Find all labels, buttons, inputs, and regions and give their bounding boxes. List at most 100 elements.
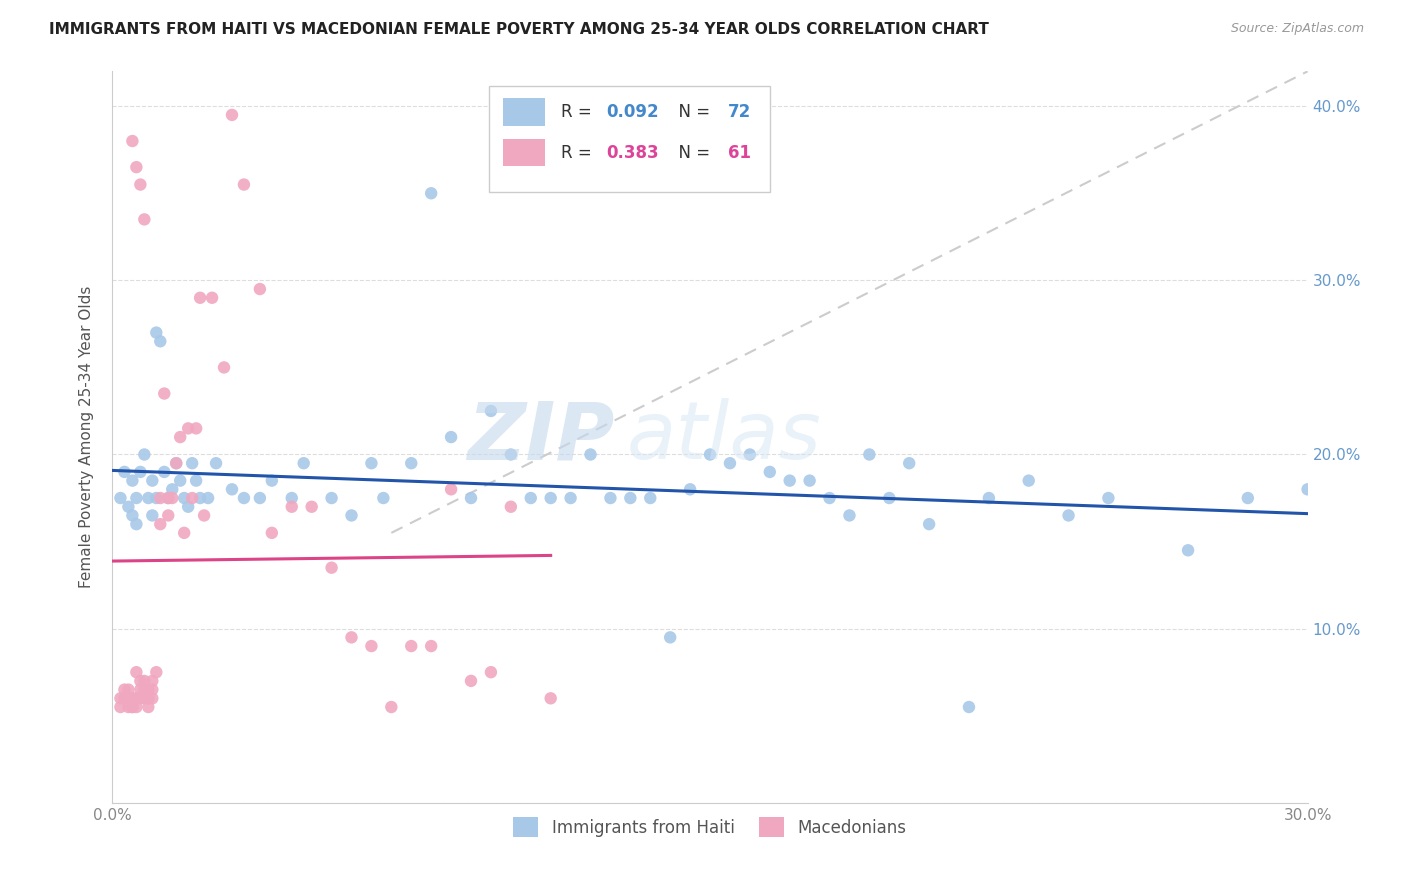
Point bbox=[145, 491, 167, 505]
Point bbox=[879, 491, 901, 505]
Point bbox=[110, 691, 132, 706]
Point bbox=[340, 631, 363, 645]
Point bbox=[281, 491, 304, 505]
Point bbox=[221, 483, 243, 497]
Point bbox=[699, 448, 721, 462]
Point bbox=[129, 178, 152, 192]
Point bbox=[440, 430, 463, 444]
Point bbox=[121, 700, 143, 714]
Point bbox=[373, 491, 395, 505]
Point bbox=[260, 474, 283, 488]
Point bbox=[138, 691, 160, 706]
Point bbox=[918, 517, 941, 532]
Point bbox=[145, 665, 167, 680]
Point bbox=[114, 465, 135, 479]
Point bbox=[640, 491, 662, 505]
Point bbox=[212, 360, 235, 375]
Point bbox=[121, 691, 143, 706]
Point bbox=[173, 491, 195, 505]
Point bbox=[114, 691, 135, 706]
Point bbox=[173, 525, 195, 540]
Point bbox=[121, 691, 143, 706]
Text: 0.092: 0.092 bbox=[606, 103, 658, 121]
Point bbox=[440, 483, 463, 497]
Point bbox=[460, 491, 482, 505]
Point bbox=[858, 448, 880, 462]
Point bbox=[125, 700, 148, 714]
Point bbox=[799, 474, 821, 488]
Point bbox=[380, 700, 402, 714]
Point bbox=[121, 134, 143, 148]
Point bbox=[321, 560, 343, 574]
Point bbox=[479, 404, 502, 418]
Point bbox=[157, 491, 180, 505]
Point bbox=[162, 491, 183, 505]
Point bbox=[1237, 491, 1260, 505]
Point bbox=[121, 474, 143, 488]
Text: 61: 61 bbox=[728, 144, 751, 161]
Point bbox=[619, 491, 641, 505]
Point bbox=[141, 508, 163, 523]
Point bbox=[1177, 543, 1199, 558]
Point bbox=[177, 421, 200, 435]
Point bbox=[301, 500, 323, 514]
Point bbox=[145, 326, 167, 340]
Point bbox=[540, 691, 562, 706]
Point bbox=[134, 691, 156, 706]
Point bbox=[153, 465, 176, 479]
Point bbox=[129, 691, 152, 706]
Text: N =: N = bbox=[668, 103, 716, 121]
Point bbox=[114, 682, 135, 697]
Point bbox=[110, 491, 132, 505]
Point bbox=[249, 491, 271, 505]
Text: N =: N = bbox=[668, 144, 716, 161]
Point bbox=[186, 474, 208, 488]
Point bbox=[260, 525, 283, 540]
Point bbox=[117, 691, 139, 706]
Point bbox=[599, 491, 621, 505]
Point bbox=[221, 108, 243, 122]
Point bbox=[129, 682, 152, 697]
Point bbox=[898, 456, 921, 470]
Text: 0.383: 0.383 bbox=[606, 144, 658, 161]
Point bbox=[499, 500, 522, 514]
Point bbox=[186, 421, 208, 435]
Text: Source: ZipAtlas.com: Source: ZipAtlas.com bbox=[1230, 22, 1364, 36]
Point bbox=[157, 508, 180, 523]
Point bbox=[157, 491, 180, 505]
Point bbox=[1057, 508, 1080, 523]
Point bbox=[138, 491, 160, 505]
Y-axis label: Female Poverty Among 25-34 Year Olds: Female Poverty Among 25-34 Year Olds bbox=[79, 286, 94, 588]
Point bbox=[193, 508, 215, 523]
Text: ZIP: ZIP bbox=[467, 398, 614, 476]
Point bbox=[360, 456, 382, 470]
Point bbox=[153, 386, 176, 401]
Point bbox=[177, 500, 200, 514]
Point bbox=[110, 700, 132, 714]
Text: IMMIGRANTS FROM HAITI VS MACEDONIAN FEMALE POVERTY AMONG 25-34 YEAR OLDS CORRELA: IMMIGRANTS FROM HAITI VS MACEDONIAN FEMA… bbox=[49, 22, 988, 37]
Point bbox=[149, 517, 172, 532]
Point bbox=[420, 639, 443, 653]
Bar bbox=[503, 98, 546, 127]
Point bbox=[165, 456, 187, 470]
Point bbox=[188, 291, 211, 305]
Point bbox=[138, 691, 160, 706]
Point bbox=[165, 456, 187, 470]
Point bbox=[138, 682, 160, 697]
Point bbox=[134, 212, 156, 227]
Point bbox=[1296, 483, 1319, 497]
Point bbox=[281, 500, 304, 514]
Point bbox=[181, 491, 204, 505]
Point bbox=[169, 430, 191, 444]
Point bbox=[117, 700, 139, 714]
Point bbox=[292, 456, 315, 470]
Point bbox=[957, 700, 980, 714]
Point bbox=[321, 491, 343, 505]
Point bbox=[401, 456, 423, 470]
Point bbox=[659, 631, 682, 645]
Point bbox=[401, 639, 423, 653]
FancyBboxPatch shape bbox=[489, 86, 770, 192]
Point bbox=[201, 291, 224, 305]
Point bbox=[460, 673, 482, 688]
Point bbox=[149, 491, 172, 505]
